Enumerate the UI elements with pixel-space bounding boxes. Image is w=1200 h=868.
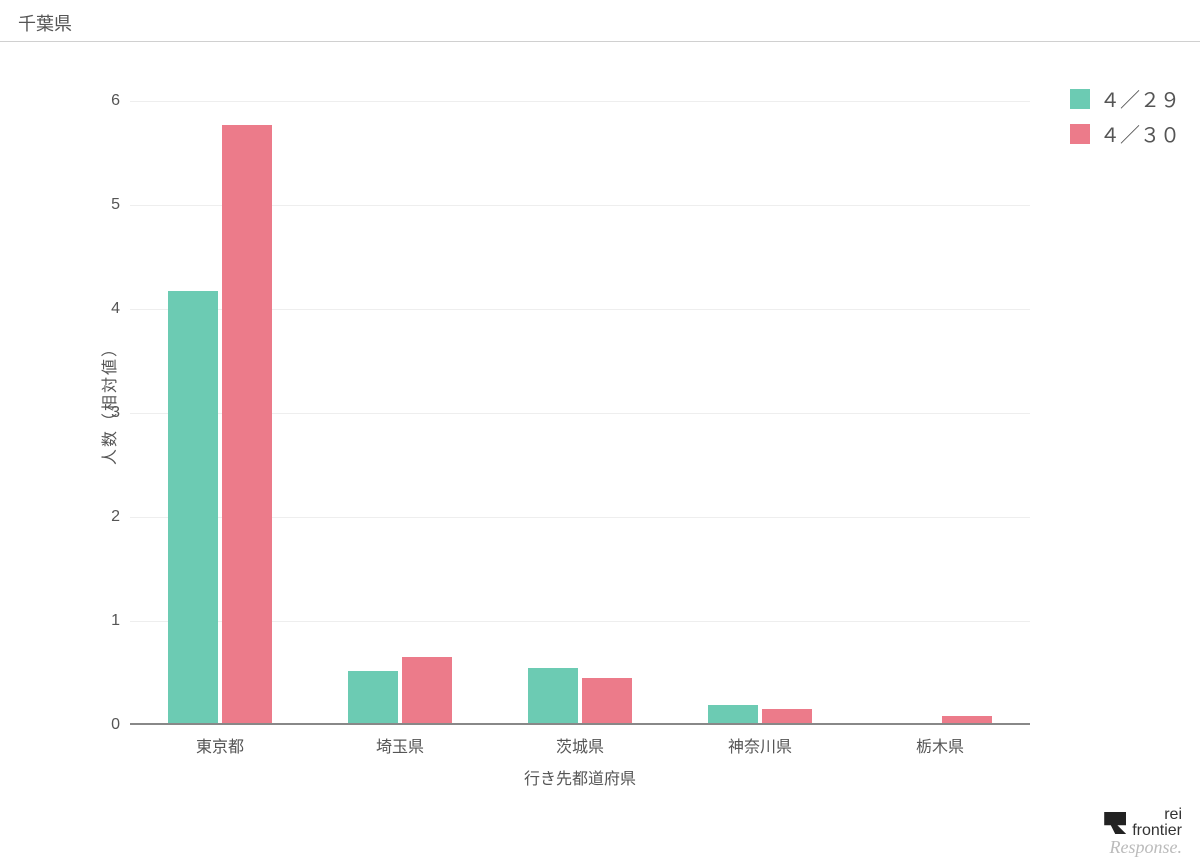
bar [762, 709, 812, 723]
bar [222, 125, 272, 723]
chart-title: 千葉県 [18, 14, 72, 34]
y-tick-label: 5 [111, 196, 120, 214]
x-axis-label: 行き先都道府県 [524, 765, 636, 789]
x-tick-label: 茨城県 [556, 733, 604, 757]
y-axis-label: 人数（相対値） [96, 338, 120, 464]
y-tick-label: 0 [111, 716, 120, 734]
bar [582, 678, 632, 723]
legend-label: ４／２９ [1100, 84, 1180, 113]
x-tick-label: 東京都 [196, 733, 244, 757]
bar [942, 716, 992, 723]
legend: ４／２９ ４／３０ [1070, 84, 1180, 154]
bar [528, 668, 578, 723]
chart-header: 千葉県 [0, 0, 1200, 42]
legend-item: ４／３０ [1070, 119, 1180, 148]
x-tick-label: 神奈川県 [728, 733, 792, 757]
y-tick-label: 3 [111, 404, 120, 422]
y-tick-label: 2 [111, 508, 120, 526]
rei-frontier-icon [1104, 812, 1126, 834]
legend-swatch [1070, 89, 1090, 109]
bar [348, 671, 398, 723]
y-tick-label: 4 [111, 300, 120, 318]
y-tick-label: 6 [111, 92, 120, 110]
bar [168, 291, 218, 723]
bar [708, 705, 758, 723]
site-watermark: Response. [1104, 837, 1182, 858]
legend-label: ４／３０ [1100, 119, 1180, 148]
watermark: rei frontier Response. [1104, 807, 1182, 858]
brand-logo: rei frontier [1104, 807, 1182, 839]
y-tick-label: 1 [111, 612, 120, 630]
legend-swatch [1070, 124, 1090, 144]
brand-top: rei [1132, 807, 1182, 823]
gridline [130, 101, 1030, 102]
chart-container: 人数（相対値） 行き先都道府県 0123456東京都埼玉県茨城県神奈川県栃木県 … [70, 60, 1170, 800]
plot-area: 人数（相対値） 行き先都道府県 0123456東京都埼玉県茨城県神奈川県栃木県 [130, 80, 1030, 725]
x-tick-label: 埼玉県 [376, 733, 424, 757]
bar [402, 657, 452, 723]
x-tick-label: 栃木県 [916, 733, 964, 757]
legend-item: ４／２９ [1070, 84, 1180, 113]
